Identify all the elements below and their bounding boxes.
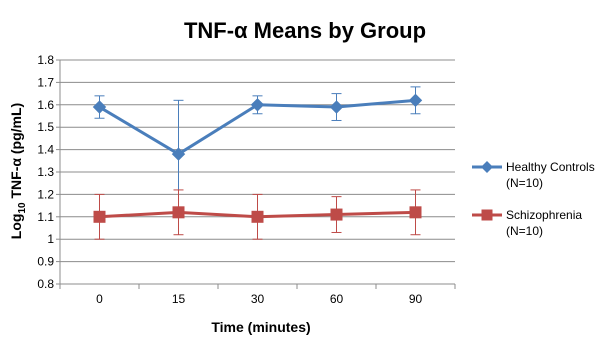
- data-point-healthy-controls: [92, 100, 107, 114]
- data-point-schizophrenia: [251, 210, 264, 223]
- y-axis-title: Log10 TNF-α (pg/mL): [8, 103, 28, 239]
- x-tick-label: 30: [251, 292, 265, 306]
- y-tick-label: 1.3: [37, 165, 54, 179]
- data-point-healthy-controls: [250, 98, 265, 112]
- y-tick-labels: 0.8 0.9 1 1.1 1.2 1.3 1.4 1.5 1.6 1.7 1.8: [37, 53, 54, 291]
- x-tick-label: 90: [409, 292, 423, 306]
- x-tick-labels: 0 15 30 60 90: [96, 292, 422, 306]
- y-tick-label: 1.8: [37, 53, 54, 67]
- data-point-schizophrenia: [93, 210, 106, 223]
- y-tick-label: 0.8: [37, 277, 54, 291]
- x-tick-label: 15: [172, 292, 186, 306]
- y-tick-label: 1.2: [37, 187, 54, 201]
- series-markers: [92, 93, 423, 223]
- y-tick-label: 1.7: [37, 75, 54, 89]
- data-point-healthy-controls: [171, 147, 186, 161]
- y-tick-label: 1: [47, 232, 54, 246]
- data-point-healthy-controls: [329, 100, 344, 114]
- data-point-schizophrenia: [172, 206, 185, 219]
- legend-item-schizophrenia: Schizophrenia (N=10): [472, 208, 582, 238]
- legend-label-schizophrenia: Schizophrenia: [506, 208, 582, 222]
- legend-marker-healthy-controls: [481, 161, 493, 173]
- y-axis-title-subscript: 10: [17, 202, 28, 214]
- y-tick-label: 1.5: [37, 120, 54, 134]
- y-tick-label: 1.6: [37, 98, 54, 112]
- legend-label-healthy-controls: Healthy Controls: [506, 160, 595, 174]
- legend-label-schizophrenia-n: (N=10): [506, 224, 543, 238]
- y-tick-label: 1.4: [37, 143, 54, 157]
- x-tick-label: 60: [330, 292, 344, 306]
- x-axis-title: Time (minutes): [211, 319, 310, 335]
- axes: [56, 59, 456, 289]
- y-axis-title-suffix: TNF-α (pg/mL): [8, 103, 24, 203]
- y-tick-label: 0.9: [37, 255, 54, 269]
- x-tick-label: 0: [96, 292, 103, 306]
- legend-item-healthy-controls: Healthy Controls (N=10): [472, 160, 595, 190]
- data-point-healthy-controls: [408, 93, 423, 108]
- y-axis-title-prefix: Log: [8, 214, 24, 240]
- y-tick-label: 1.1: [37, 210, 54, 224]
- legend-marker-schizophrenia: [481, 209, 493, 221]
- legend-label-healthy-controls-n: (N=10): [506, 176, 543, 190]
- legend: Healthy Controls (N=10) Schizophrenia (N…: [472, 160, 595, 238]
- data-point-schizophrenia: [409, 206, 422, 219]
- data-point-schizophrenia: [330, 208, 343, 221]
- chart-title: TNF-α Means by Group: [184, 18, 426, 43]
